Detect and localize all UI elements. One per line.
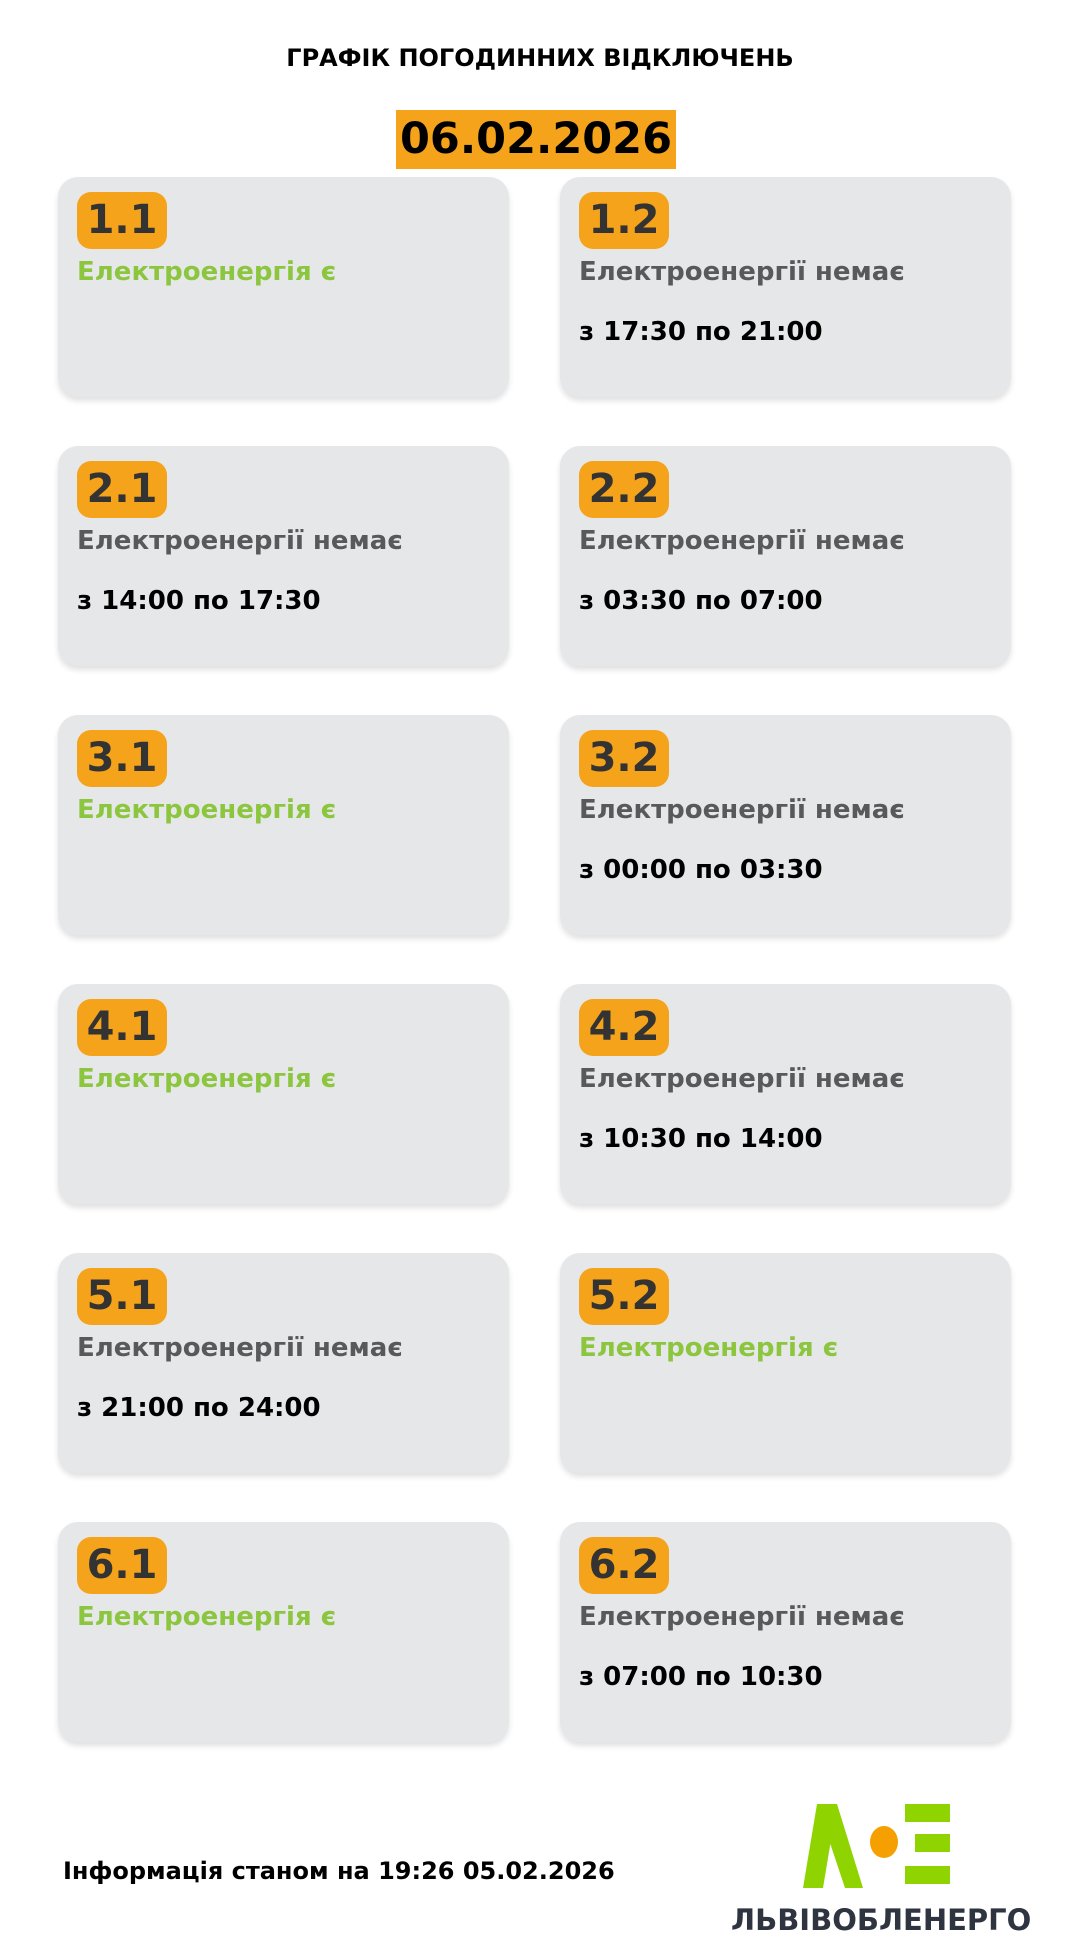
outage-time: з 10:30 по 14:00 [579,1124,823,1154]
group-card: 5.2 Електроенергія є [560,1253,1011,1473]
loe-logo [803,1804,950,1888]
power-status: Електроенергія є [77,1064,337,1094]
power-status: Електроенергії немає [579,526,905,556]
group-card: 2.2 Електроенергії немає з 03:30 по 07:00 [560,446,1011,666]
outage-time: з 07:00 по 10:30 [579,1662,823,1692]
group-card: 5.1 Електроенергії немає з 21:00 по 24:00 [58,1253,509,1473]
group-card: 6.1 Електроенергія є [58,1522,509,1742]
power-status: Електроенергії немає [579,1064,905,1094]
power-status: Електроенергії немає [579,1602,905,1632]
outage-time: з 17:30 по 21:00 [579,317,823,347]
power-status: Електроенергія є [77,1602,337,1632]
group-badge: 2.2 [579,461,669,518]
schedule-date: 06.02.2026 [396,110,676,169]
group-badge: 2.1 [77,461,167,518]
group-badge: 6.2 [579,1537,669,1594]
group-badge: 4.1 [77,999,167,1056]
group-badge: 3.2 [579,730,669,787]
group-badge: 5.1 [77,1268,167,1325]
power-status: Електроенергії немає [579,795,905,825]
group-card: 3.1 Електроенергія є [58,715,509,935]
group-card: 6.2 Електроенергії немає з 07:00 по 10:30 [560,1522,1011,1742]
outage-time: з 00:00 по 03:30 [579,855,823,885]
power-status: Електроенергія є [579,1333,839,1363]
outage-time: з 21:00 по 24:00 [77,1393,321,1423]
power-status: Електроенергії немає [77,1333,403,1363]
group-badge: 3.1 [77,730,167,787]
group-badge: 5.2 [579,1268,669,1325]
group-card: 3.2 Електроенергії немає з 00:00 по 03:30 [560,715,1011,935]
power-status: Електроенергії немає [579,257,905,287]
group-card: 1.1 Електроенергія є [58,177,509,397]
group-card: 4.2 Електроенергії немає з 10:30 по 14:00 [560,984,1011,1204]
power-status: Електроенергія є [77,257,337,287]
power-status: Електроенергія є [77,795,337,825]
group-badge: 6.1 [77,1537,167,1594]
info-timestamp: Інформація станом на 19:26 05.02.2026 [63,1857,615,1885]
group-badge: 4.2 [579,999,669,1056]
power-status: Електроенергії немає [77,526,403,556]
outage-time: з 14:00 по 17:30 [77,586,321,616]
group-card: 2.1 Електроенергії немає з 14:00 по 17:30 [58,446,509,666]
group-card: 1.2 Електроенергії немає з 17:30 по 21:00 [560,177,1011,397]
brand-name: ЛЬВІВОБЛЕНЕРГО [731,1903,1032,1937]
group-card: 4.1 Електроенергія є [58,984,509,1204]
group-badge: 1.1 [77,192,167,249]
outage-time: з 03:30 по 07:00 [579,586,823,616]
group-badge: 1.2 [579,192,669,249]
page-title: ГРАФІК ПОГОДИННИХ ВІДКЛЮЧЕНЬ [286,44,794,72]
